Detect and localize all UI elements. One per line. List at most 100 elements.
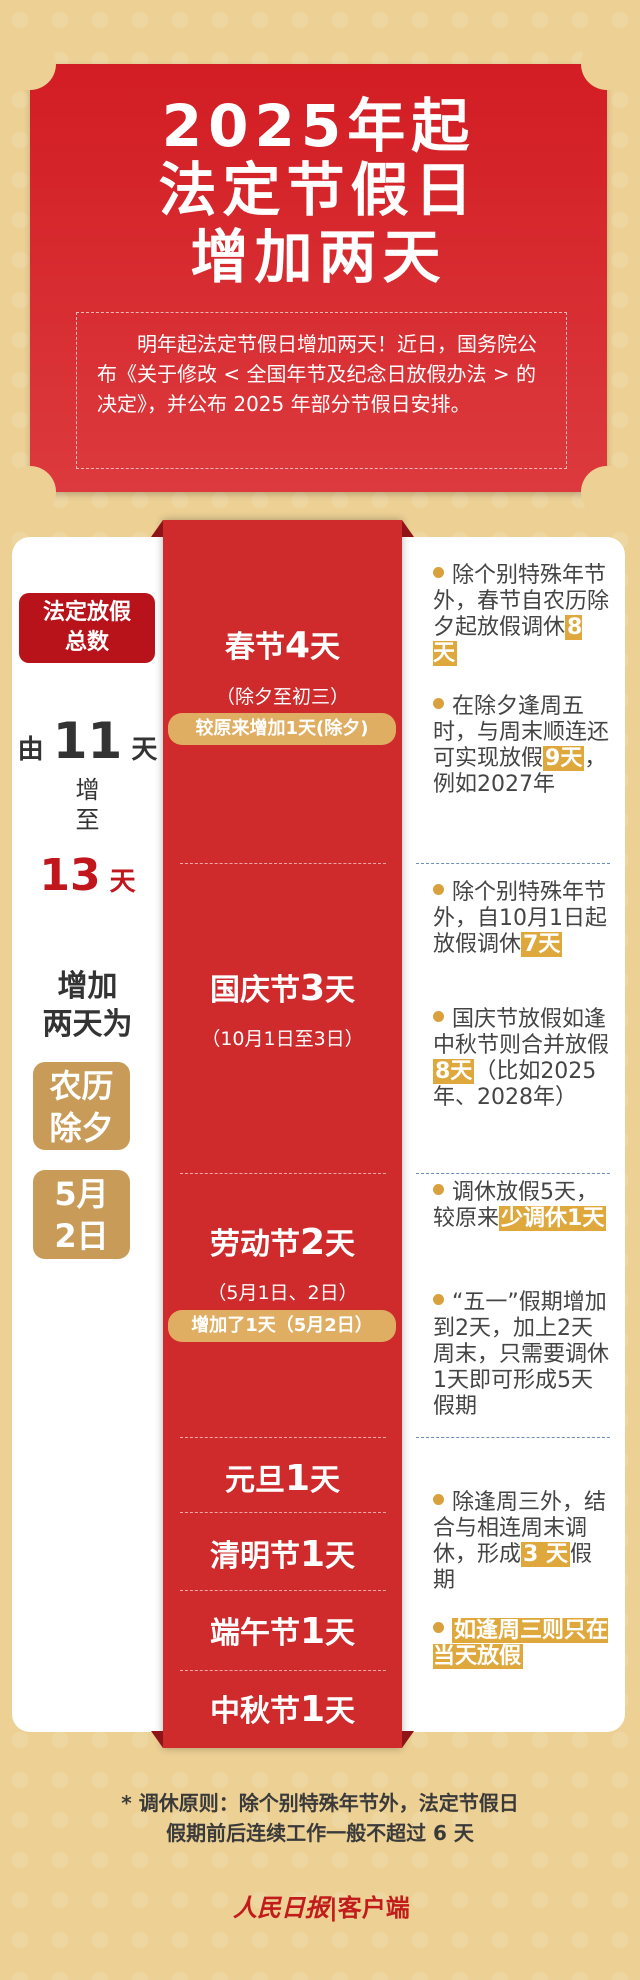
- to-unit: 天: [109, 867, 136, 897]
- note-text: “五一”假期增加到2天，加上2天周末，只需要调休1天即可形成5天假期: [433, 1290, 610, 1419]
- footnote-line: * 调休原则：除个别特殊年节外，法定节假日: [121, 1791, 519, 1815]
- divider: [416, 863, 610, 864]
- holiday-range: （除夕至初三）: [215, 686, 349, 708]
- from-number: 11: [52, 712, 123, 770]
- badge-line: 总数: [64, 630, 109, 655]
- divider: [416, 1173, 610, 1174]
- holiday-label: 端午节: [209, 1616, 300, 1651]
- note-highlight: 7天: [521, 932, 563, 957]
- bullet-icon: [433, 1622, 444, 1633]
- holiday-days: 1: [299, 1534, 326, 1575]
- from-days: 由 11 天: [12, 712, 163, 770]
- divider: [180, 1437, 386, 1438]
- note-text: 国庆节放假如逢中秋节则合并放假: [433, 1007, 610, 1058]
- from-label: 由: [17, 735, 44, 765]
- badge-line: 法定放假: [42, 600, 131, 625]
- divider: [180, 1512, 386, 1513]
- note-text: 在除夕逢周五时，与周末顺连还可实现放假: [433, 694, 610, 771]
- from-unit: 天: [131, 735, 158, 765]
- added-line: 增加: [57, 969, 118, 1004]
- holiday-days: 2: [299, 1222, 326, 1263]
- bullet-icon: [433, 1494, 444, 1505]
- bullet-icon: [433, 567, 444, 578]
- footnote-line: 假期前后连续工作一般不超过 6 天: [166, 1821, 474, 1845]
- holiday-unit: 天: [310, 1463, 341, 1498]
- holiday-name: 元旦1天: [163, 1455, 402, 1499]
- note-bullet: “五一”假期增加到2天，加上2天周末，只需要调休1天即可形成5天假期: [433, 1290, 611, 1420]
- note-highlight: 3 天: [521, 1542, 570, 1567]
- note-bullet: 如逢周三则只在当天放假: [433, 1618, 611, 1670]
- holiday-name: 清明节1天: [163, 1531, 402, 1575]
- holiday-days: 3: [299, 968, 326, 1009]
- intro-box: 明年起法定节假日增加两天！近日，国务院公布《关于修改 < 全国年节及纪念日放假办…: [76, 312, 567, 469]
- note-highlight: 9天: [543, 746, 585, 771]
- note-bullet: 国庆节放假如逢中秋节则合并放假8天（比如2025年、2028年）: [433, 1007, 611, 1111]
- holiday-label: 劳动节: [209, 1227, 300, 1262]
- logo: 人民日报|客户端: [233, 1893, 410, 1922]
- intro-text: 明年起法定节假日增加两天！近日，国务院公布《关于修改 < 全国年节及纪念日放假办…: [97, 332, 537, 416]
- added-day-may2: 5月 2日: [33, 1170, 130, 1259]
- note-text: 除个别特殊年节外，自10月1日起放假调休: [433, 880, 607, 957]
- holiday-unit: 天: [325, 1539, 356, 1574]
- note-text: 假期: [433, 1542, 592, 1593]
- holiday-label: 元旦: [224, 1463, 285, 1498]
- divider: [180, 863, 386, 864]
- note-text: （比如2025年、2028年）: [433, 1059, 597, 1110]
- holiday-label: 中秋节: [209, 1694, 300, 1729]
- bullet-icon: [433, 1184, 444, 1195]
- note-text: ，例如2027年: [433, 746, 607, 797]
- holiday-days: 1: [299, 1689, 326, 1730]
- holiday-unit: 天: [325, 1694, 356, 1729]
- note-text: 除逢周三外，结合与相连周末调休，形成: [433, 1490, 607, 1567]
- logo-script: 人民日报: [233, 1893, 329, 1922]
- divider: [416, 1437, 610, 1438]
- to-number: 13: [39, 850, 101, 901]
- holiday-unit: 天: [310, 630, 341, 665]
- title-line-3: 增加两天: [190, 223, 447, 291]
- added-day-line: 5月: [54, 1175, 109, 1213]
- to-days: 13 天: [12, 850, 163, 901]
- holiday-name: 中秋节1天: [163, 1686, 402, 1730]
- holiday-days: 1: [284, 1458, 311, 1499]
- holiday-range: （10月1日至3日）: [201, 1028, 364, 1050]
- holiday-name: 国庆节3天: [163, 965, 402, 1009]
- to-label: 至: [75, 806, 100, 834]
- added-day-line: 2日: [54, 1217, 109, 1255]
- note-highlight: 8天: [433, 1059, 475, 1084]
- holiday-label: 国庆节: [209, 973, 300, 1008]
- note-text: 调休放假5天，较原来: [433, 1180, 598, 1231]
- bullet-icon: [433, 1294, 444, 1305]
- divider: [180, 1173, 386, 1174]
- holiday-name: 劳动节2天: [163, 1219, 402, 1263]
- holiday-unit: 天: [325, 1616, 356, 1651]
- holiday-unit: 天: [325, 973, 356, 1008]
- added-day-eve: 农历 除夕: [33, 1062, 130, 1150]
- holiday-name: 春节4天: [163, 622, 402, 666]
- bullet-icon: [433, 698, 444, 709]
- added-day-line: 农历: [49, 1067, 114, 1105]
- total-days-badge: 法定放假 总数: [19, 593, 155, 663]
- footnote: * 调休原则：除个别特殊年节外，法定节假日 假期前后连续工作一般不超过 6 天: [0, 1788, 640, 1848]
- holiday-change-pill: 增加了1天（5月2日）: [168, 1310, 396, 1342]
- added-day-line: 除夕: [49, 1109, 114, 1147]
- added-label: 增加 两天为: [12, 968, 163, 1044]
- holiday-change-pill: 较原来增加1天(除夕): [168, 713, 396, 745]
- note-highlight: 少调休1天: [499, 1206, 607, 1231]
- note-bullet: 除逢周三外，结合与相连周末调休，形成3 天假期: [433, 1490, 611, 1594]
- holiday-days: 4: [284, 625, 311, 666]
- holiday-label: 清明节: [209, 1539, 300, 1574]
- holiday-range: （5月1日、2日）: [207, 1282, 358, 1304]
- holiday-label: 春节: [224, 630, 285, 665]
- divider: [180, 1670, 386, 1671]
- note-bullet: 在除夕逢周五时，与周末顺连还可实现放假9天，例如2027年: [433, 694, 611, 798]
- holiday-days: 1: [299, 1611, 326, 1652]
- holiday-unit: 天: [325, 1227, 356, 1262]
- title-line-1: 2025年起: [161, 92, 476, 160]
- divider: [180, 1590, 386, 1591]
- note-bullet: 除个别特殊年节外，春节自农历除夕起放假调休8 天: [433, 563, 611, 667]
- bullet-icon: [433, 884, 444, 895]
- increase-label: 增: [75, 776, 100, 804]
- note-highlight: 如逢周三则只在当天放假: [433, 1618, 609, 1669]
- bullet-icon: [433, 1011, 444, 1022]
- note-bullet: 调休放假5天，较原来少调休1天: [433, 1180, 611, 1232]
